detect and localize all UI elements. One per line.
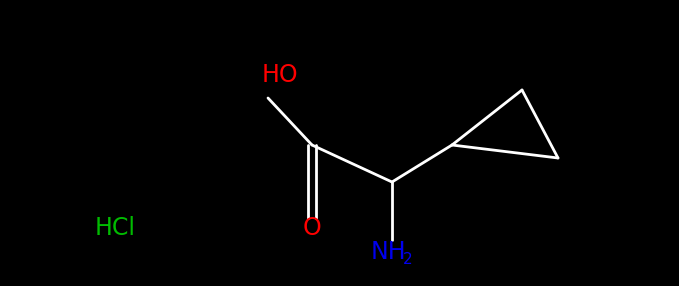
Text: NH: NH xyxy=(370,240,406,264)
Text: 2: 2 xyxy=(403,253,413,267)
Text: O: O xyxy=(303,216,321,240)
Text: HO: HO xyxy=(262,63,299,87)
Text: HCl: HCl xyxy=(95,216,136,240)
